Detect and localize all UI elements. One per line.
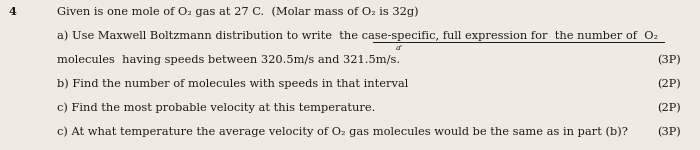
Text: (3P): (3P) [657, 127, 680, 137]
Text: (3P): (3P) [657, 55, 680, 65]
Text: Given is one mole of O₂ gas at 27 C.  (Molar mass of O₂ is 32g): Given is one mole of O₂ gas at 27 C. (Mo… [57, 6, 419, 16]
Text: aᶜ: aᶜ [395, 44, 403, 52]
Text: b) Find the number of molecules with speeds in that interval: b) Find the number of molecules with spe… [57, 79, 409, 89]
Text: c) Find the most probable velocity at this temperature.: c) Find the most probable velocity at th… [57, 103, 376, 113]
Text: a) Use Maxwell Boltzmann distribution to write  the case-specific, full expressi: a) Use Maxwell Boltzmann distribution to… [57, 30, 528, 40]
Text: a) Use Maxwell Boltzmann distribution to write  the case-specific, full expressi: a) Use Maxwell Boltzmann distribution to… [57, 30, 659, 40]
Text: 4: 4 [8, 6, 16, 17]
Text: (2P): (2P) [657, 79, 680, 89]
Text: a) Use Maxwell Boltzmann distribution to write  the case-specific, full expressi: a) Use Maxwell Boltzmann distribution to… [57, 30, 659, 40]
Text: c) At what temperature the average velocity of O₂ gas molecules would be the sam: c) At what temperature the average veloc… [57, 127, 629, 137]
Text: (2P): (2P) [657, 103, 680, 113]
Text: molecules  having speeds between 320.5m/s and 321.5m/s.: molecules having speeds between 320.5m/s… [57, 55, 400, 65]
Text: a) Use Maxwell Boltzmann distribution to: a) Use Maxwell Boltzmann distribution to [57, 30, 302, 40]
